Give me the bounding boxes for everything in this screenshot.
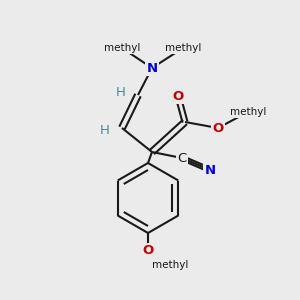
Text: C: C xyxy=(177,152,187,164)
Text: methyl: methyl xyxy=(165,43,201,53)
Text: H: H xyxy=(100,124,110,136)
Text: H: H xyxy=(116,86,126,100)
Text: N: N xyxy=(146,61,158,74)
Text: methyl: methyl xyxy=(152,260,188,270)
Text: O: O xyxy=(142,244,154,257)
Text: methyl: methyl xyxy=(230,107,266,117)
Text: O: O xyxy=(212,122,224,134)
Text: methyl: methyl xyxy=(104,43,140,53)
Text: N: N xyxy=(204,164,216,176)
Text: O: O xyxy=(172,89,184,103)
